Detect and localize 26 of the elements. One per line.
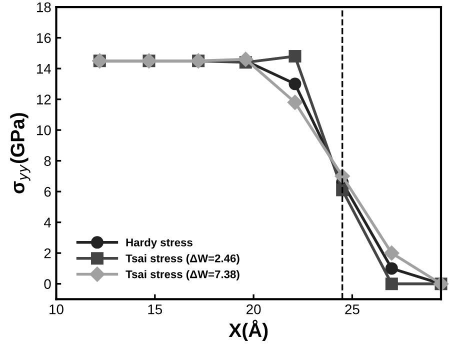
- y-axis-title: σ$_{yy}$(GPa): [10, 113, 30, 194]
- y-tick-label: 0: [44, 279, 51, 289]
- point: [238, 52, 254, 67]
- point: [287, 94, 303, 110]
- y-tick-label: 6: [44, 186, 51, 197]
- point: [336, 184, 349, 196]
- legend-label: Hardy stress: [126, 238, 192, 249]
- x-axis-title: X(Å): [228, 320, 268, 341]
- y-tick-label: 14: [37, 64, 51, 74]
- point: [385, 262, 398, 275]
- y-tick-label: 8: [44, 156, 51, 166]
- x-tick-label: 20: [246, 304, 261, 314]
- y-tick-label: 2: [44, 248, 51, 258]
- y-tick-label: 12: [37, 94, 51, 104]
- point: [384, 246, 400, 261]
- x-tick-label: 25: [345, 304, 360, 314]
- point: [288, 78, 302, 90]
- y-tick-label: 18: [37, 2, 51, 12]
- point: [288, 50, 302, 62]
- y-tick-label: 10: [37, 125, 51, 136]
- x-tick-label: 15: [148, 304, 162, 314]
- legend-label: Tsai stress (ΔW=7.38): [126, 270, 240, 280]
- legend-label: Tsai stress (ΔW=2.46): [126, 254, 240, 265]
- y-tick-label: 4: [44, 218, 51, 228]
- y-tick-label: 16: [37, 33, 51, 43]
- point: [385, 278, 398, 290]
